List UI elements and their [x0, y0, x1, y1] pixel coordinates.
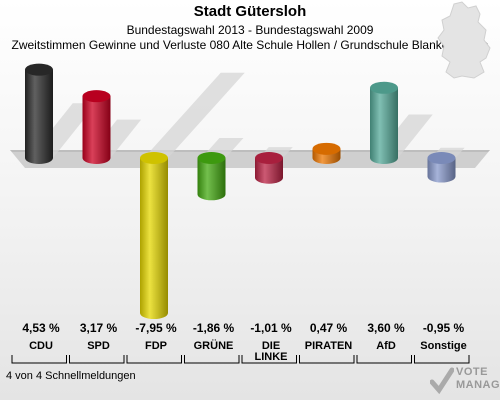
bar-bottom-cap: [370, 152, 398, 164]
category-label: LINKE: [255, 351, 288, 363]
baseline-plane: [10, 150, 490, 168]
category-axis-bracket: [414, 355, 470, 364]
bar-bottom-cap: [427, 170, 456, 183]
bar-body: [197, 158, 226, 195]
value-label: -0,95 %: [423, 321, 465, 335]
bar-top-cap: [82, 90, 111, 103]
category-label: AfD: [376, 340, 396, 352]
category-label: SPD: [87, 340, 110, 352]
bar-shadow: [144, 72, 245, 158]
chart-title: Stadt Gütersloh: [193, 3, 307, 20]
category-axis-bracket: [184, 355, 240, 364]
category-axis-bracket: [69, 355, 125, 364]
checkmark-icon: [430, 367, 454, 395]
bar-body: [370, 87, 398, 158]
bar-bottom-cap: [140, 307, 168, 320]
category-axis-bracket: [126, 355, 182, 364]
bar-top-cap: [312, 142, 341, 155]
baseline-plane-top: [10, 150, 490, 152]
category-label: Sonstige: [420, 340, 466, 352]
germany-map-icon: [437, 1, 491, 79]
bar-bottom-cap: [255, 171, 283, 184]
category-label: CDU: [29, 340, 53, 352]
bar-top-cap: [140, 152, 168, 164]
bar-top-cap: [370, 81, 398, 94]
bar-body: [140, 158, 168, 314]
category-axis-bracket: [241, 355, 297, 364]
logo-text-vote: VOTE: [456, 366, 488, 378]
category-axis-bracket: [299, 355, 355, 364]
category-label: FDP: [145, 340, 167, 352]
bar-bottom-cap: [197, 188, 226, 201]
category-label: PIRATEN: [305, 340, 353, 352]
category-axis-bracket: [356, 355, 412, 364]
category-label: DIE: [262, 340, 280, 352]
bar-fdp: [140, 152, 168, 320]
bar-spd: [82, 90, 111, 164]
value-label: 4,53 %: [22, 321, 60, 335]
chart-subtitle: Bundestagswahl 2013 - Bundestagswahl 200…: [126, 23, 374, 37]
bar-bottom-cap: [312, 152, 341, 164]
value-label: -7,95 %: [135, 321, 177, 335]
category-label: GRÜNE: [194, 339, 234, 352]
bar-body: [25, 69, 53, 158]
bar-bottom-cap: [25, 152, 53, 164]
votemanager-logo: VOTE MANAGER: [430, 364, 500, 400]
bar-bottom-cap: [82, 152, 111, 164]
bar-top-cap: [427, 152, 456, 164]
value-label: 0,47 %: [310, 321, 348, 335]
logo-text-manager: MANAGER: [456, 379, 500, 391]
bar-top-cap: [255, 152, 283, 164]
footnote: 4 von 4 Schnellmeldungen: [6, 370, 136, 382]
bar-body: [82, 96, 111, 158]
chart-subtitle-2: Zweitstimmen Gewinne und Verluste 080 Al…: [11, 38, 489, 52]
value-label: 3,17 %: [80, 321, 118, 335]
bar-grüne: [197, 152, 226, 201]
value-label: -1,86 %: [193, 321, 235, 335]
bar-afd: [370, 81, 398, 164]
bar-piraten: [312, 142, 341, 164]
bar-die-linke: [255, 152, 283, 184]
bar-top-cap: [25, 63, 53, 76]
value-label: 3,60 %: [367, 321, 405, 335]
value-label: -1,01 %: [250, 321, 292, 335]
bar-top-cap: [197, 152, 226, 164]
category-axis-bracket: [11, 355, 67, 364]
bar-sonstige: [427, 152, 456, 183]
bar-cdu: [25, 63, 53, 164]
